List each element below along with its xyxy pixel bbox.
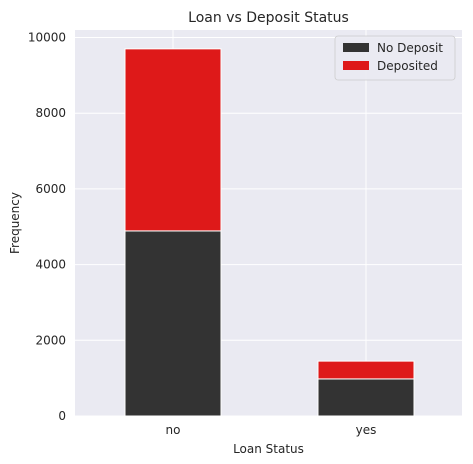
y-axis-title: Frequency [8, 192, 22, 254]
y-tick-label: 10000 [28, 31, 66, 45]
x-tick-label: yes [356, 423, 377, 437]
x-tick-label: no [166, 423, 181, 437]
legend-swatch [343, 43, 369, 52]
x-axis-title: Loan Status [233, 442, 304, 456]
legend: No Deposit Deposited [334, 35, 456, 81]
y-ticks: 0 2000 4000 6000 8000 10000 [28, 31, 66, 424]
chart-title: Loan vs Deposit Status [188, 10, 349, 26]
legend-label: No Deposit [377, 41, 443, 55]
y-tick-label: 6000 [35, 182, 66, 196]
bar-deposited-no [124, 48, 222, 232]
bar-deposited-yes [317, 360, 415, 380]
x-ticks: no yes [166, 423, 377, 437]
bar-no-deposit-yes [317, 378, 415, 417]
y-tick-label: 2000 [35, 333, 66, 347]
y-tick-label: 0 [58, 409, 66, 423]
y-tick-label: 8000 [35, 106, 66, 120]
bar-no-deposit-no [124, 230, 222, 417]
legend-swatch [343, 61, 369, 70]
legend-label: Deposited [377, 59, 438, 73]
bars [124, 48, 415, 417]
y-tick-label: 4000 [35, 258, 66, 272]
